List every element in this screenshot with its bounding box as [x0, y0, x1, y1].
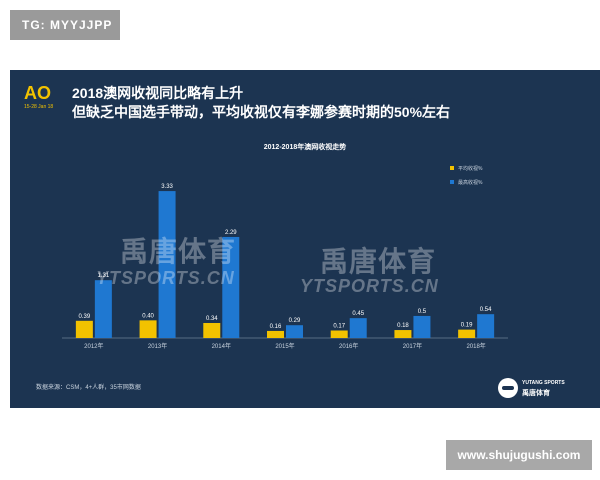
peak-bar-0 [94, 280, 112, 338]
avg-bar-6 [458, 329, 476, 338]
peak-value-label-2: 2.29 [225, 230, 237, 236]
avg-bar-3 [267, 330, 284, 338]
site-tag: www.shujugushi.com [446, 440, 592, 470]
x-tick-label-5: 2017年 [403, 342, 422, 350]
avg-bar-4 [330, 330, 348, 338]
data-source-note: 数据来源：CSM，4+人群，35市网数据 [36, 385, 141, 391]
avg-value-label-0: 0.39 [79, 314, 91, 320]
avg-bar-5 [394, 330, 412, 338]
headline-line-1: 2018澳网收视同比略有上升 [72, 85, 244, 101]
avg-value-label-6: 0.19 [461, 323, 473, 329]
avg-bar-1 [139, 320, 157, 338]
avg-value-label-4: 0.17 [333, 324, 345, 330]
x-tick-label-3: 2015年 [275, 342, 294, 350]
peak-value-label-5: 0.5 [418, 309, 427, 315]
headline: 2018澳网收视同比略有上升 但缺乏中国选手带动，平均收视仅有李娜参赛时期的50… [72, 84, 450, 122]
peak-bar-6 [477, 314, 495, 338]
peak-bar-2 [222, 236, 240, 338]
peak-bar-3 [286, 325, 303, 338]
slide-panel: AO 15-28 Jan 18 2018澳网收视同比略有上升 但缺乏中国选手带动… [10, 70, 600, 408]
legend-label-0: 平均收视% [458, 165, 483, 172]
peak-bar-1 [158, 191, 176, 338]
peak-value-label-3: 0.29 [289, 318, 301, 324]
peak-bar-4 [349, 318, 367, 338]
legend-swatch-0 [450, 166, 454, 170]
x-tick-label-2: 2014年 [212, 342, 231, 350]
ao-logo: AO 15-28 Jan 18 [24, 84, 64, 110]
x-tick-label-6: 2018年 [466, 342, 485, 350]
brand-name-cn: 禹唐体育 [522, 390, 550, 397]
brand-emblem-icon [498, 378, 518, 398]
peak-bar-5 [413, 315, 431, 338]
brand-logo: YUTANG SPORTS 禹唐体育 [498, 376, 588, 400]
corner-tag: TG: MYYJJPP [10, 10, 120, 40]
legend-swatch-1 [450, 180, 454, 184]
x-tick-label-1: 2013年 [148, 342, 167, 350]
ao-logo-dates: 15-28 Jan 18 [24, 104, 54, 110]
legend-label-1: 最高收视% [458, 179, 483, 186]
chart-title: 2012-2018年澳网收视走势 [263, 144, 347, 151]
x-tick-label-4: 2016年 [339, 342, 358, 350]
ao-logo-mark: AO [24, 83, 51, 103]
peak-value-label-4: 0.45 [352, 311, 364, 317]
peak-value-label-1: 3.33 [161, 184, 173, 190]
peak-value-label-0: 1.31 [98, 273, 110, 279]
x-tick-label-0: 2012年 [84, 342, 103, 350]
avg-value-label-2: 0.34 [206, 316, 218, 322]
avg-value-label-1: 0.40 [142, 313, 154, 319]
headline-line-2: 但缺乏中国选手带动，平均收视仅有李娜参赛时期的50%左右 [72, 104, 451, 120]
avg-value-label-3: 0.16 [270, 324, 282, 330]
peak-value-label-6: 0.54 [480, 307, 492, 313]
avg-bar-2 [203, 323, 221, 338]
bar-chart: 0.39 1.31 2012年 0.40 3.33 2013年 0.34 2.29 2014年 0… [62, 165, 508, 350]
avg-value-label-5: 0.18 [397, 323, 409, 329]
avg-bar-0 [75, 320, 93, 338]
brand-name-en: YUTANG SPORTS [522, 380, 565, 386]
